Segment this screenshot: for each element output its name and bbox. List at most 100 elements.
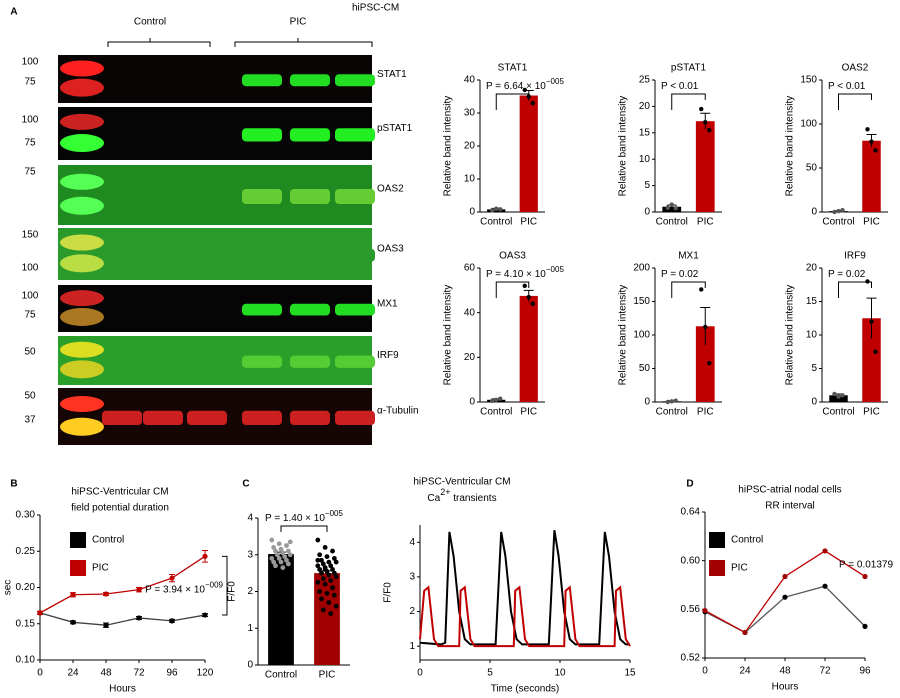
x-tick-label: Control bbox=[480, 217, 512, 228]
y-tick-label: 0 bbox=[811, 397, 817, 408]
marker bbox=[862, 573, 868, 580]
protein-band bbox=[290, 410, 330, 426]
data-point bbox=[832, 391, 837, 397]
legend-label: Control bbox=[731, 535, 763, 546]
panel-label: C bbox=[242, 479, 249, 490]
data-point bbox=[269, 556, 275, 561]
protein-band bbox=[290, 248, 330, 262]
protein-band bbox=[242, 189, 282, 204]
y-tick-label: 0.64 bbox=[681, 507, 701, 518]
bar bbox=[519, 95, 538, 212]
y-tick-label: 4 bbox=[409, 537, 415, 548]
y-axis-label: Relative band intensity bbox=[618, 285, 629, 386]
panel-label: A bbox=[10, 7, 17, 18]
data-point bbox=[865, 127, 870, 132]
data-point bbox=[669, 399, 674, 404]
x-tick-label: 5 bbox=[487, 668, 493, 679]
x-tick-label: Control bbox=[656, 217, 688, 228]
protein-band bbox=[187, 410, 227, 426]
y-tick-label: 200 bbox=[633, 263, 650, 274]
error-bar bbox=[866, 297, 877, 339]
data-point bbox=[328, 563, 334, 569]
legend-swatch bbox=[70, 532, 86, 548]
y-tick-label: 2 bbox=[409, 606, 415, 617]
y-tick-label: 0.60 bbox=[681, 555, 701, 566]
data-point bbox=[703, 324, 708, 330]
chart-title: OAS2 bbox=[842, 63, 869, 74]
x-tick-label: PIC bbox=[520, 217, 537, 228]
p-value: P < 0.01 bbox=[828, 81, 866, 92]
marker bbox=[822, 548, 828, 554]
p-text: P = 0.02 bbox=[828, 269, 866, 280]
ladder-band bbox=[60, 290, 104, 307]
data-point bbox=[322, 545, 328, 550]
chart-title: STAT1 bbox=[498, 63, 528, 74]
series-line bbox=[419, 530, 630, 646]
data-point bbox=[269, 537, 275, 543]
protein-band bbox=[143, 410, 183, 426]
protein-band bbox=[242, 248, 282, 262]
x-axis-label: Time (seconds) bbox=[491, 684, 560, 695]
legend-swatch bbox=[709, 532, 725, 548]
mw-marker: 100 bbox=[22, 57, 39, 68]
p-value: P = 6.64 × 10−005 bbox=[486, 77, 564, 92]
chart-title: MX1 bbox=[678, 251, 699, 262]
protein-band bbox=[290, 355, 330, 368]
marker bbox=[103, 591, 109, 597]
mw-marker: 50 bbox=[24, 347, 36, 358]
p-text: P = 4.10 × 10 bbox=[486, 269, 546, 280]
data-point bbox=[278, 546, 284, 552]
p-exponent: −005 bbox=[546, 77, 565, 86]
series-line bbox=[39, 612, 206, 626]
y-tick-label: 0 bbox=[247, 660, 253, 671]
panel-label: D bbox=[686, 479, 693, 490]
y-tick-label: 0.56 bbox=[681, 604, 701, 615]
ladder-band bbox=[60, 173, 104, 190]
x-tick-label: Control bbox=[822, 407, 854, 418]
y-tick-label: 4 bbox=[247, 513, 253, 524]
x-tick-label: PIC bbox=[863, 407, 880, 418]
p-exponent: −009 bbox=[205, 581, 224, 590]
protein-band bbox=[242, 128, 282, 142]
p-bracket bbox=[495, 93, 530, 110]
y-tick-label: 150 bbox=[633, 296, 650, 307]
data-point bbox=[665, 399, 670, 405]
subtitle-sup: 2+ bbox=[440, 487, 450, 497]
y-tick-label: 50 bbox=[639, 363, 651, 374]
data-point bbox=[331, 592, 337, 598]
group-bracket bbox=[107, 38, 211, 47]
data-point bbox=[522, 87, 527, 93]
data-point bbox=[315, 557, 321, 563]
data-point bbox=[333, 574, 339, 580]
data-point bbox=[273, 563, 278, 569]
data-point bbox=[699, 287, 704, 292]
protein-band bbox=[242, 74, 282, 87]
data-point bbox=[319, 557, 324, 563]
protein-band bbox=[335, 248, 375, 262]
marker bbox=[822, 583, 828, 589]
legend-label: PIC bbox=[731, 563, 748, 574]
p-text: P < 0.01 bbox=[828, 81, 866, 92]
y-tick-label: 3 bbox=[409, 572, 415, 583]
x-axis-label: Hours bbox=[109, 684, 136, 695]
y-tick-label: 20 bbox=[806, 263, 818, 274]
data-point bbox=[494, 206, 499, 211]
y-axis-label: Relative band intensity bbox=[785, 96, 796, 197]
data-point bbox=[498, 207, 503, 212]
legend-label: PIC bbox=[92, 563, 109, 574]
protein-label: OAS2 bbox=[377, 184, 404, 195]
data-point bbox=[322, 581, 328, 587]
x-tick-label: PIC bbox=[697, 407, 714, 418]
x-tick-label: PIC bbox=[520, 407, 537, 418]
y-tick-label: 10 bbox=[639, 154, 651, 165]
protein-label: IRF9 bbox=[377, 350, 399, 361]
protein-label: pSTAT1 bbox=[377, 123, 413, 134]
chart-title: IRF9 bbox=[844, 251, 866, 262]
protein-band bbox=[335, 303, 375, 316]
data-point bbox=[707, 127, 712, 133]
data-point bbox=[276, 541, 282, 547]
y-tick-label: 100 bbox=[633, 330, 650, 341]
series-line bbox=[704, 585, 866, 634]
y-tick-label: 40 bbox=[464, 307, 476, 318]
x-tick-label: 10 bbox=[554, 668, 566, 679]
